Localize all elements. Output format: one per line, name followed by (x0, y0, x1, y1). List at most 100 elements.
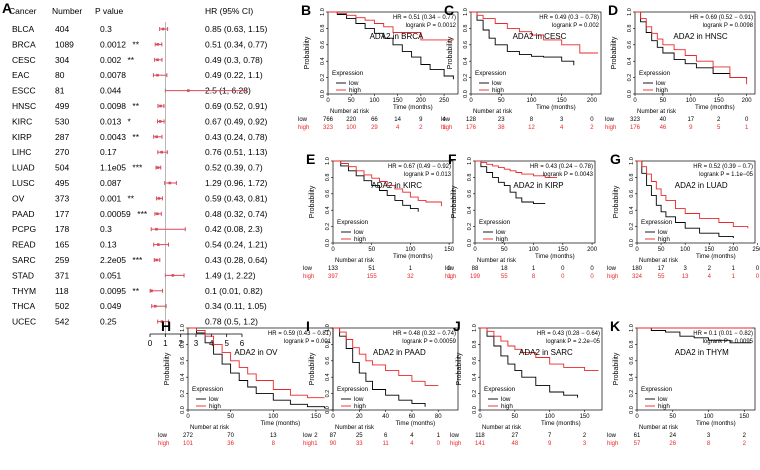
risk-high-label: high (605, 125, 616, 131)
hr-point (156, 166, 160, 169)
forest-row: LIHC 270 0.17 0.76 (0.51, 1.13) (12, 147, 268, 157)
risk-low-count: 4 (442, 117, 446, 123)
forest-row: UCEC 542 0.25 0.78 (0.5, 1.2) (12, 317, 258, 327)
forest-row: BLCA 404 0.3 0.85 (0.63, 1.15) (12, 24, 268, 34)
x-axis-label: Time (months) (261, 420, 301, 427)
y-tick-label: 0.2 (472, 390, 478, 398)
risk-high-count: 12 (528, 125, 535, 131)
low-expression-curve (475, 160, 546, 205)
y-tick-label: 1.0 (463, 8, 469, 16)
legend-low-label: low (209, 396, 219, 403)
y-tick-label: 0.6 (320, 41, 326, 49)
significance-stars: * (128, 116, 132, 126)
x-axis-label: Time (months) (541, 420, 581, 427)
risk-high-count: 101 (183, 441, 194, 447)
y-tick-label: 1.0 (627, 8, 633, 16)
risk-low-count: 0 (756, 266, 760, 272)
plot-frame (479, 327, 603, 411)
plot-frame (327, 11, 459, 95)
p-value: 0.00059 (100, 209, 131, 219)
x-tick-label: 0 (331, 247, 335, 253)
risk-low-count: 1 (532, 266, 536, 272)
hr-point (171, 274, 175, 277)
hr-point (156, 58, 159, 62)
x-tick-label: 100 (526, 98, 537, 104)
significance-stars: ** (132, 132, 139, 142)
legend-high-label: high (658, 403, 670, 410)
x-tick-label: 150 (558, 247, 569, 253)
panel-label: E (306, 151, 315, 167)
logrank-p: logrank P = 0.0043 (543, 172, 594, 178)
p-value: 0.0078 (100, 70, 126, 80)
x-tick-label: 50 (368, 247, 375, 253)
forest-row: HNSC 499 0.0098 ** 0.69 (0.52, 0.91) (12, 101, 268, 111)
legend-title: Expression (479, 219, 511, 226)
risk-low-count: 0 (447, 266, 451, 272)
legend-high-label: high (656, 87, 668, 94)
risk-high-count: 9 (548, 441, 552, 447)
gene-cancer-title: ADA2 in PAAD (373, 348, 426, 357)
p-value: 0.087 (100, 178, 122, 188)
sample-number: 502 (55, 301, 69, 311)
y-tick-label: 1.0 (325, 157, 331, 165)
y-tick-label: 0.2 (467, 223, 473, 231)
legend-title: Expression (641, 386, 673, 393)
legend-low-label: low (354, 396, 364, 403)
risk-high-count: 1 (745, 125, 749, 131)
hazard-ratio: HR = 0.51 (0.34 − 0.77) (393, 15, 456, 21)
hr-ci-text: 0.1 (0.01, 0.82) (205, 286, 263, 296)
risk-low-count: 0 (561, 266, 565, 272)
y-tick-label: 0.2 (325, 390, 331, 398)
sample-number: 287 (55, 132, 69, 142)
x-tick-label: 100 (680, 247, 691, 253)
risk-low-label: low (607, 433, 617, 439)
y-tick-label: 0.8 (627, 25, 633, 33)
risk-high-count: 176 (466, 125, 477, 131)
y-tick-label: 0.4 (629, 373, 635, 381)
y-tick-label: 0.0 (325, 406, 331, 414)
significance-stars: ** (132, 101, 139, 111)
risk-low-count: 133 (328, 266, 339, 272)
x-tick-label: 0 (326, 98, 330, 104)
y-tick-label: 0.0 (325, 239, 331, 247)
y-axis-label: Probability (309, 185, 316, 218)
risk-low-count: 3 (683, 266, 687, 272)
risk-high-count: 55 (658, 274, 665, 280)
risk-high-label: high (298, 125, 309, 131)
plot-frame (332, 160, 454, 244)
legend-title: Expression (484, 386, 516, 393)
x-axis-label: Time (months) (695, 104, 735, 111)
risk-high-count: 3 (583, 441, 587, 447)
risk-low-count: 3 (707, 433, 711, 439)
risk-high-count: 8 (707, 441, 711, 447)
sample-number: 178 (55, 224, 69, 234)
risk-low-count: 2 (743, 433, 747, 439)
x-axis-label: Time (months) (535, 253, 575, 260)
risk-high-count: 36 (227, 441, 234, 447)
p-value: 0.0095 (100, 286, 126, 296)
high-expression-curve (188, 327, 325, 399)
y-tick-label: 0.0 (472, 406, 478, 414)
km-panel-c: C Probability 0.0 0.2 0.4 0.6 0.8 1.0 0 50 100 150 2… (441, 2, 602, 131)
p-value: 0.13 (100, 240, 117, 250)
significance-stars: *** (137, 209, 148, 219)
risk-title: Number at risk (637, 109, 677, 115)
low-expression-curve (480, 327, 579, 398)
risk-low-count: 180 (632, 266, 643, 272)
risk-low-label: low (298, 117, 308, 123)
hazard-ratio: HR = 0.43 (0.24 − 0.78) (530, 164, 593, 170)
p-value: 0.051 (100, 270, 122, 280)
y-tick-label: 0.6 (463, 41, 469, 49)
p-value: 0.3 (100, 24, 112, 34)
legend-title: Expression (337, 386, 369, 393)
risk-low-count: 40 (660, 117, 667, 123)
x-tick-label: 100 (369, 98, 380, 104)
cancer-name: ESCC (12, 86, 36, 96)
legend-high-label: high (349, 87, 361, 94)
hr-ci-text: 0.54 (0.24, 1.21) (205, 240, 268, 250)
x-tick-label: 20 (356, 414, 363, 420)
risk-low-count: 272 (183, 433, 194, 439)
km-panel-j: J Probability 0.0 0.2 0.4 0.6 0.8 1.0 0 50 100 150T… (450, 318, 603, 447)
